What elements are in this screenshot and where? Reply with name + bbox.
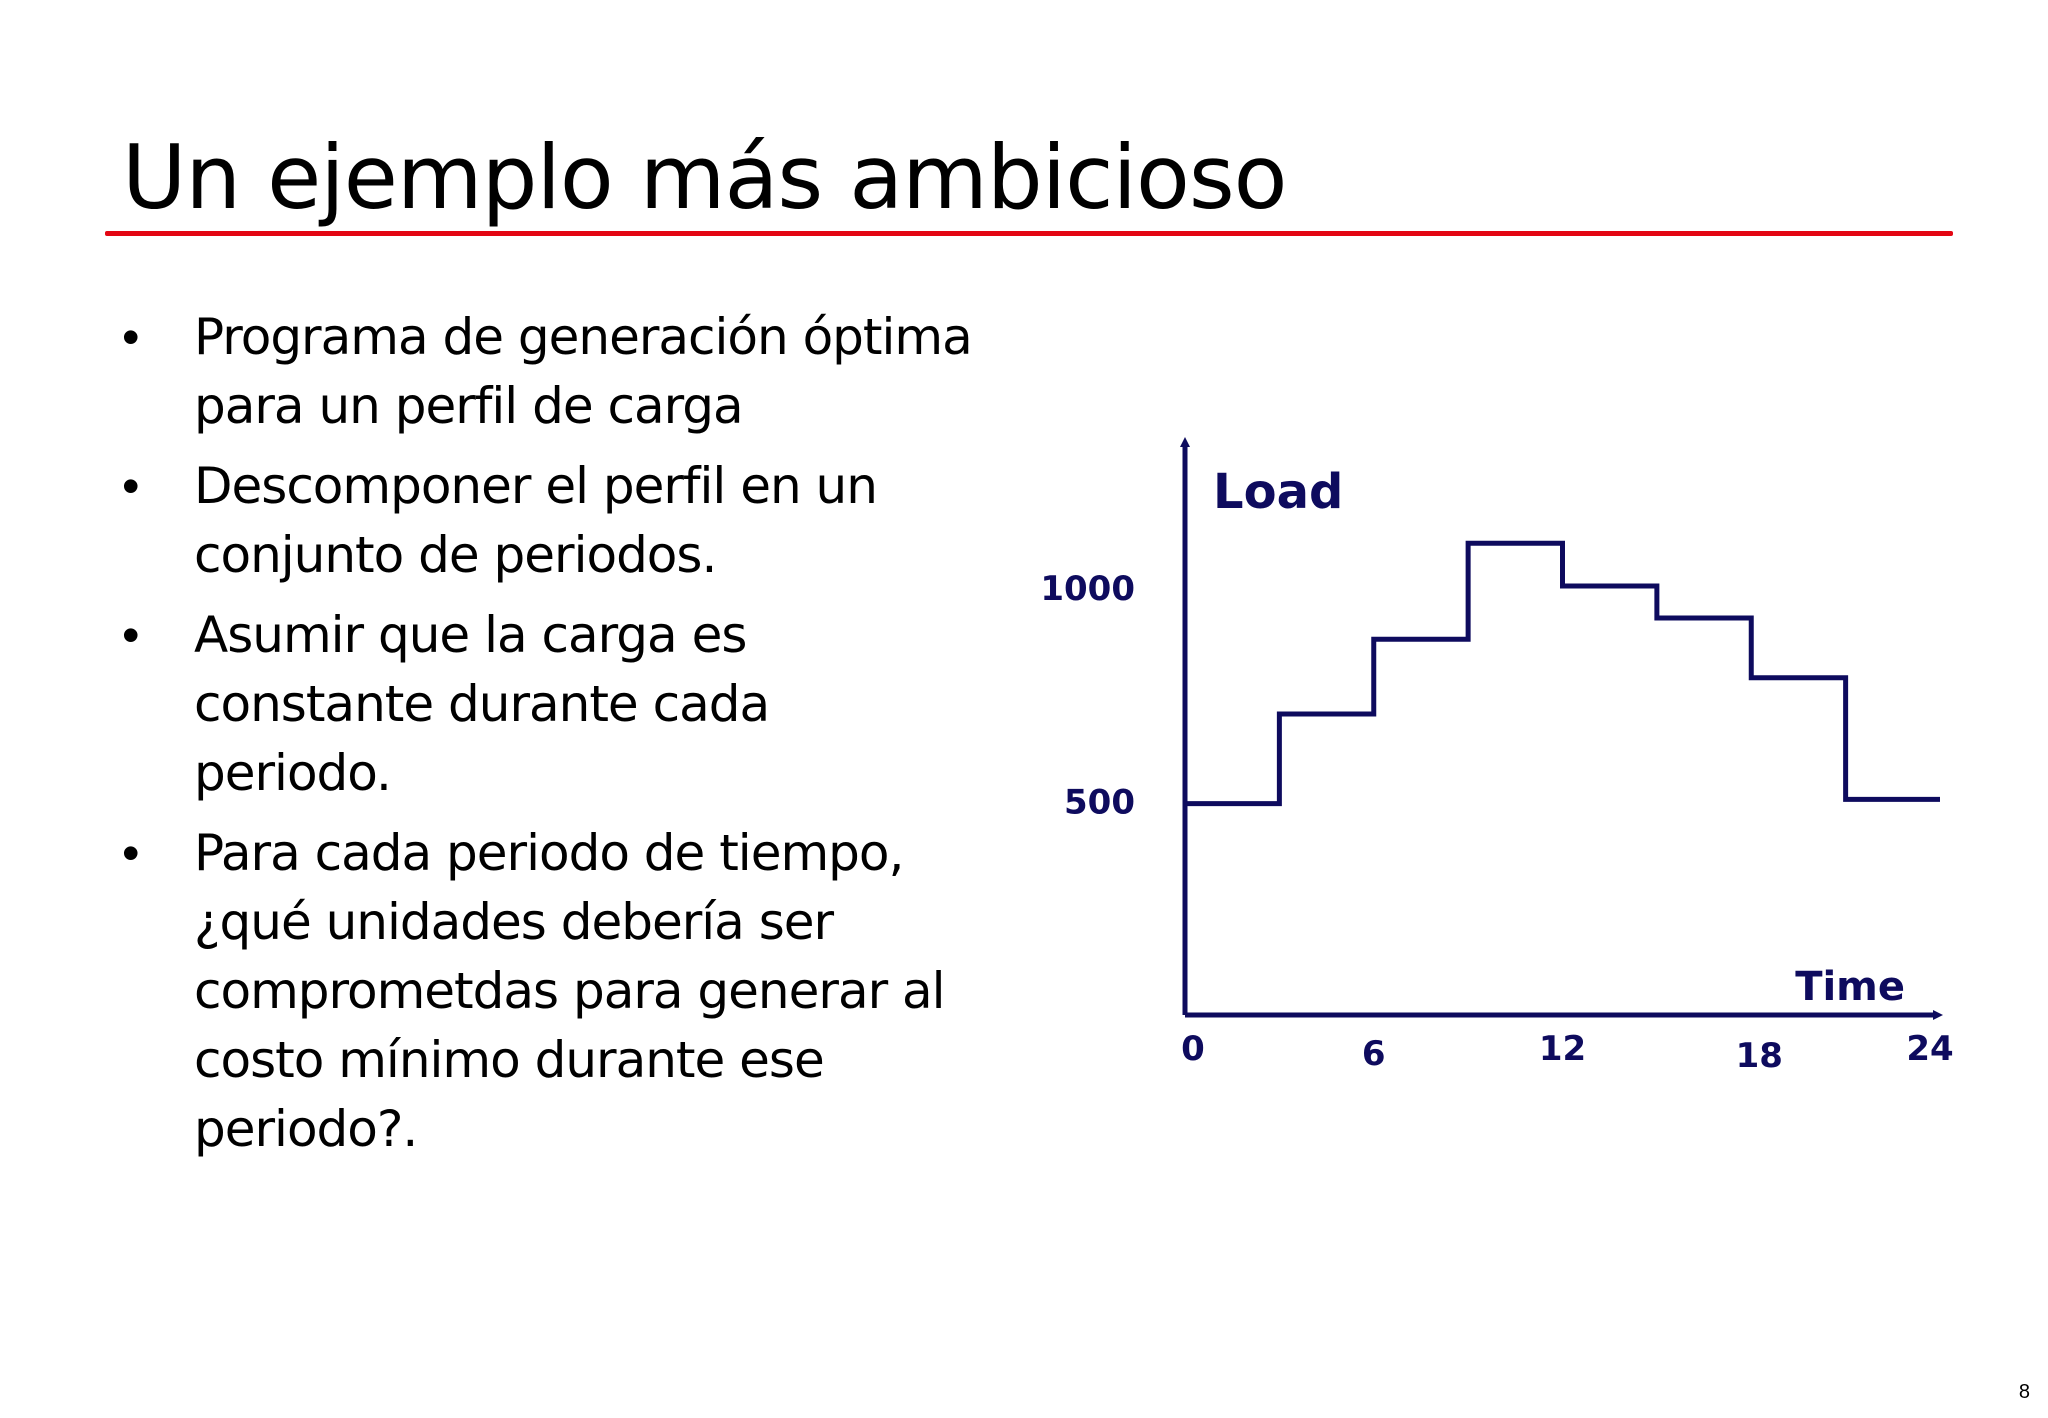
bullet-item: • Para cada periodo de tiempo, ¿qué unid… xyxy=(122,819,1042,1164)
x-tick-label: 12 xyxy=(1539,1029,1586,1069)
bullet-item: • Asumir que la carga es constante duran… xyxy=(122,601,1042,808)
y-axis-label: Load xyxy=(1213,464,1343,520)
bullet-item: • Programa de generación óptima para un … xyxy=(122,303,1042,441)
bullet-text: Asumir que la carga es constante durante… xyxy=(194,606,770,802)
load-profile-chart: Load Time 0 6 12 18 24 500 1000 xyxy=(1040,437,1954,1076)
bullet-text: Para cada periodo de tiempo, ¿qué unidad… xyxy=(194,824,946,1158)
bullet-dot: • xyxy=(122,458,139,514)
bullet-text: Descomponer el perfil en un conjunto de … xyxy=(194,457,878,584)
slide-title: Un ejemplo más ambicioso xyxy=(122,126,1288,229)
x-tick-label: 6 xyxy=(1362,1034,1386,1074)
bullet-text: Programa de generación óptima para un pe… xyxy=(194,308,973,435)
y-tick-label: 500 xyxy=(1064,783,1135,823)
bullet-dot: • xyxy=(122,825,139,881)
bullet-dot: • xyxy=(122,607,139,663)
title-underline xyxy=(105,231,1953,236)
bullet-list: • Programa de generación óptima para un … xyxy=(122,303,1042,1175)
x-tick-label: 0 xyxy=(1181,1029,1205,1069)
page-number: 8 xyxy=(2018,1381,2030,1403)
load-step-line xyxy=(1185,540,1940,807)
bullet-dot: • xyxy=(122,309,139,365)
x-tick-label: 24 xyxy=(1906,1029,1953,1069)
x-axis-label: Time xyxy=(1795,964,1905,1010)
y-tick-label: 1000 xyxy=(1040,569,1135,609)
bullet-item: • Descomponer el perfil en un conjunto d… xyxy=(122,452,1042,590)
x-tick-label: 18 xyxy=(1736,1036,1783,1076)
